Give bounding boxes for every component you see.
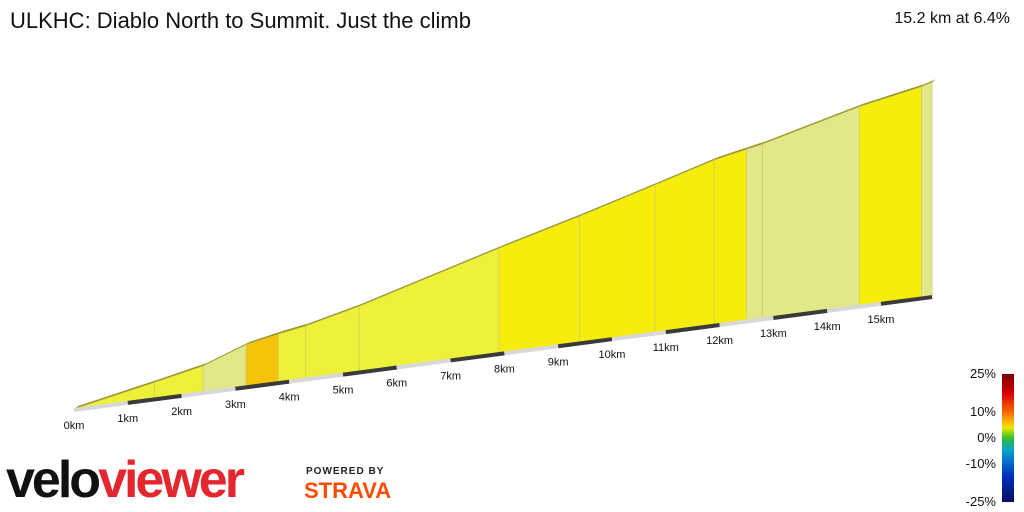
profile-segment [278, 326, 305, 382]
veloviewer-logo: veloviewer [6, 452, 242, 508]
profile-segment [714, 149, 746, 324]
distance-tick-label: 7km [440, 370, 461, 382]
profile-segment [763, 107, 860, 319]
gradient-legend: 25% 10% 0% -10% -25% [960, 366, 1024, 512]
distance-tick-label: 11km [653, 342, 679, 354]
profile-segment [859, 87, 921, 306]
distance-tick-label: 12km [706, 335, 733, 347]
profile-segment [580, 185, 655, 343]
profile-segment [655, 160, 714, 333]
strava-logo: STRAVA [304, 478, 391, 504]
profile-segment [305, 306, 359, 378]
distance-tick-label: 3km [225, 399, 246, 411]
legend-label-0: 0% [962, 430, 996, 445]
legend-label-25: 25% [962, 366, 996, 381]
distance-tick-label: 13km [760, 328, 787, 340]
distance-tick-label: 6km [386, 378, 407, 390]
profile-segment [747, 144, 763, 321]
profile-segments [74, 79, 936, 409]
distance-tick-label: 4km [279, 392, 300, 404]
distance-tick-label: 14km [814, 321, 841, 333]
profile-segment [203, 345, 246, 392]
profile-segment [921, 82, 932, 297]
legend-label-minus10: -10% [962, 456, 996, 471]
distance-tick-label: 10km [599, 349, 626, 361]
powered-by-label: POWERED BY [306, 466, 384, 477]
profile-segment [499, 216, 580, 353]
distance-tick-label: 2km [171, 406, 192, 418]
distance-tick-label: 1km [117, 413, 138, 425]
gradient-color-bar [1002, 374, 1014, 502]
legend-label-minus25: -25% [962, 494, 996, 509]
veloviewer-strava-branding: veloviewer POWERED BY STRAVA [6, 452, 426, 508]
distance-tick-label: 5km [333, 385, 354, 397]
legend-label-10: 10% [962, 404, 996, 419]
distance-tick-label: 0km [64, 420, 85, 432]
distance-tick-label: 15km [868, 314, 895, 326]
distance-tick-label: 8km [494, 363, 515, 375]
distance-tick-label: 9km [548, 356, 569, 368]
profile-segment [359, 248, 499, 371]
